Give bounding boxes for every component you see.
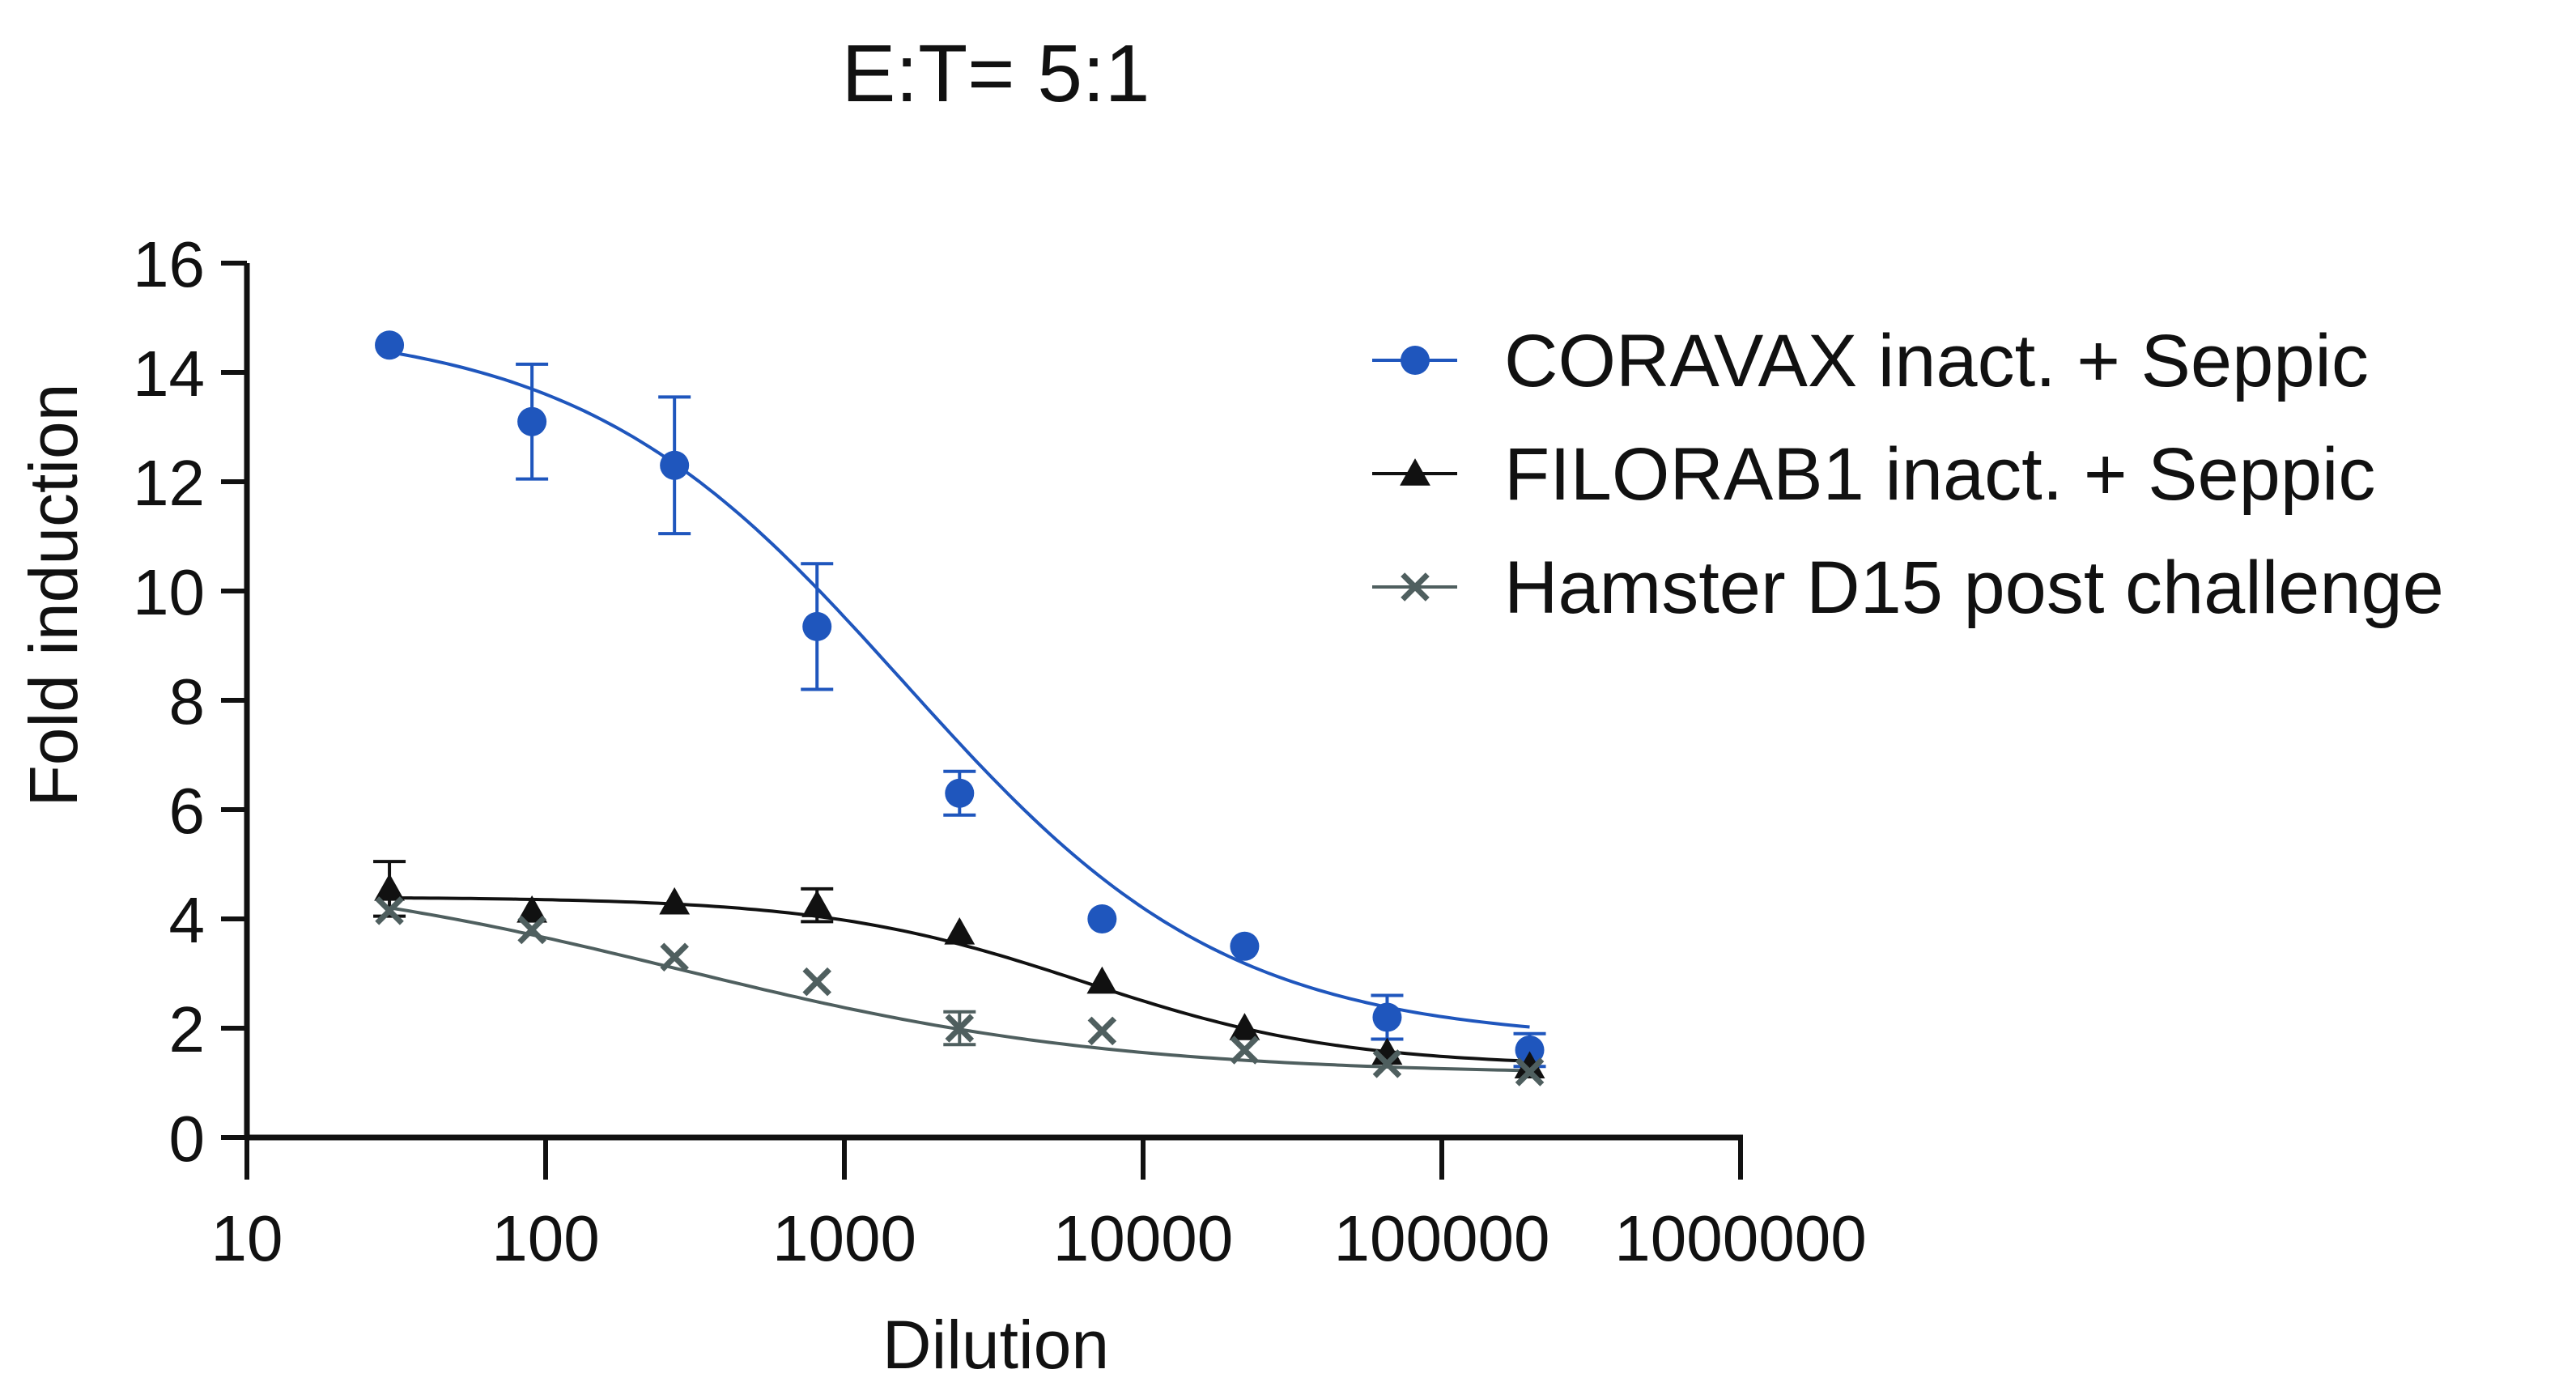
error-bars <box>373 362 1546 1069</box>
y-tick-label-8: 8 <box>169 665 206 738</box>
y-tick-label-0: 0 <box>169 1103 206 1175</box>
y-tick-label-2: 2 <box>169 993 206 1065</box>
point-coravax-inact-seppic-6 <box>1230 931 1260 961</box>
point-filorab1-inact-seppic-8 <box>1514 1051 1545 1078</box>
point-filorab1-inact-seppic-1 <box>516 895 548 923</box>
point-hamster-d15-post-challenge-0-stroke-b <box>375 896 404 925</box>
chart-title: E:T= 5:1 <box>842 28 1150 119</box>
point-hamster-d15-post-challenge-8-stroke-b <box>1515 1057 1545 1086</box>
legend: CORAVAX inact. + Seppic FILORAB1 inact. +… <box>1372 320 2444 629</box>
point-hamster-d15-post-challenge-5 <box>1087 1016 1117 1046</box>
point-coravax-inact-seppic-1 <box>517 406 547 436</box>
point-coravax-inact-seppic-8 <box>1515 1035 1545 1065</box>
point-filorab1-inact-seppic-3 <box>801 890 833 917</box>
fit-curves <box>389 350 1530 1073</box>
point-filorab1-inact-seppic-0 <box>374 873 405 901</box>
legend-marker <box>1401 346 1430 375</box>
legend-label: Hamster D15 post challenge <box>1504 546 2444 629</box>
x-tick-label-100: 100 <box>491 1202 599 1274</box>
point-hamster-d15-post-challenge-8 <box>1515 1057 1545 1086</box>
y-tick-label-12: 12 <box>133 447 205 519</box>
x-tick-label-10000: 10000 <box>1053 1202 1233 1274</box>
point-coravax-inact-seppic-3 <box>802 611 832 641</box>
point-hamster-d15-post-challenge-7-stroke-b <box>1372 1049 1402 1078</box>
point-hamster-d15-post-challenge-1-stroke-b <box>517 915 546 945</box>
legend-item-hamster-d15-post-challenge: Hamster D15 post challenge <box>1372 546 2444 629</box>
legend-marker-stroke-b <box>1401 572 1430 602</box>
point-hamster-d15-post-challenge-6 <box>1230 1035 1260 1065</box>
data-points <box>374 330 1545 1086</box>
x-tick-label-10: 10 <box>211 1202 283 1274</box>
legend-marker <box>1401 572 1430 602</box>
fit-curve-coravax-inact-seppic <box>389 350 1530 1029</box>
point-coravax-inact-seppic-0 <box>375 330 405 360</box>
y-tick-label-14: 14 <box>133 338 205 410</box>
point-hamster-d15-post-challenge-7 <box>1372 1049 1402 1078</box>
point-hamster-d15-post-challenge-6-stroke-b <box>1230 1035 1260 1065</box>
y-tick-label-16: 16 <box>133 228 205 300</box>
legend-label: FILORAB1 inact. + Seppic <box>1504 433 2375 516</box>
x-tick-label-1000000: 1000000 <box>1614 1202 1866 1274</box>
legend-item-filorab1-inact-seppic: FILORAB1 inact. + Seppic <box>1372 433 2375 516</box>
y-axis-label: Fold induction <box>15 384 91 807</box>
legend-marker <box>1400 458 1430 486</box>
x-tick-label-1000: 1000 <box>772 1202 916 1274</box>
x-axis-label: Dilution <box>882 1307 1109 1383</box>
point-coravax-inact-seppic-5 <box>1087 904 1117 933</box>
point-filorab1-inact-seppic-6 <box>1229 1013 1260 1040</box>
point-filorab1-inact-seppic-5 <box>1086 966 1118 994</box>
y-tick-label-4: 4 <box>169 884 206 956</box>
y-tick-label-6: 6 <box>169 775 206 847</box>
point-hamster-d15-post-challenge-3 <box>802 967 832 997</box>
point-hamster-d15-post-challenge-5-stroke-b <box>1087 1016 1117 1046</box>
point-filorab1-inact-seppic-2 <box>659 887 691 915</box>
point-coravax-inact-seppic-4 <box>945 778 975 808</box>
point-filorab1-inact-seppic-4 <box>944 916 976 945</box>
point-hamster-d15-post-challenge-1 <box>517 915 546 945</box>
point-hamster-d15-post-challenge-4 <box>945 1014 975 1043</box>
legend-label: CORAVAX inact. + Seppic <box>1504 320 2369 402</box>
point-hamster-d15-post-challenge-2 <box>660 942 689 972</box>
point-hamster-d15-post-challenge-3-stroke-b <box>802 967 832 997</box>
point-coravax-inact-seppic-2 <box>660 450 690 480</box>
point-hamster-d15-post-challenge-4-stroke-b <box>945 1014 975 1043</box>
x-tick-label-100000: 100000 <box>1334 1202 1550 1274</box>
point-hamster-d15-post-challenge-2-stroke-b <box>660 942 689 972</box>
axes: 0 2 4 6 8 10 12 14 16 10 100 1000 10000 100000 1000000 <box>133 228 1867 1274</box>
point-hamster-d15-post-challenge-0 <box>375 896 404 925</box>
point-coravax-inact-seppic-7 <box>1372 1002 1402 1032</box>
legend-item-coravax-inact-seppic: CORAVAX inact. + Seppic <box>1372 320 2369 402</box>
y-tick-label-10: 10 <box>133 556 205 628</box>
